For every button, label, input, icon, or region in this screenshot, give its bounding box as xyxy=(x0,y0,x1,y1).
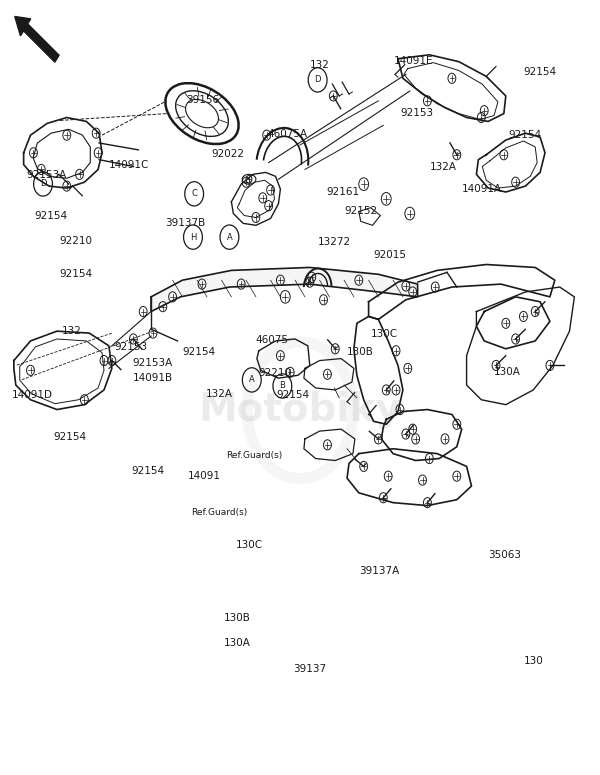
Polygon shape xyxy=(151,267,418,312)
Text: 132A: 132A xyxy=(430,162,457,172)
FancyArrow shape xyxy=(15,16,59,62)
Text: B: B xyxy=(280,381,285,391)
Text: 92152: 92152 xyxy=(344,205,378,215)
Text: 39156: 39156 xyxy=(187,95,220,105)
Text: 39137B: 39137B xyxy=(165,219,205,229)
Text: 14091D: 14091D xyxy=(12,390,53,400)
Text: 130: 130 xyxy=(523,656,543,666)
Text: 14091B: 14091B xyxy=(133,374,173,384)
Text: 92154: 92154 xyxy=(59,270,92,279)
Text: 130C: 130C xyxy=(235,539,262,549)
Text: 130B: 130B xyxy=(224,613,250,623)
Text: 92153: 92153 xyxy=(400,108,433,118)
Text: 92153A: 92153A xyxy=(26,170,67,180)
Text: 92154: 92154 xyxy=(53,432,86,442)
Text: 92022: 92022 xyxy=(212,150,245,160)
Text: 92015: 92015 xyxy=(373,250,407,260)
Text: 130C: 130C xyxy=(371,329,398,339)
Text: 92161: 92161 xyxy=(326,188,359,198)
Text: 92154: 92154 xyxy=(34,211,67,221)
Text: Motobiky: Motobiky xyxy=(199,391,401,429)
Text: 46075: 46075 xyxy=(256,336,289,346)
Text: 35063: 35063 xyxy=(488,549,521,560)
Text: 92210: 92210 xyxy=(259,368,292,378)
Text: 92153A: 92153A xyxy=(133,358,173,368)
Text: D: D xyxy=(40,180,46,188)
Text: 14091: 14091 xyxy=(188,471,221,481)
Text: 132: 132 xyxy=(62,326,82,336)
Text: H: H xyxy=(190,232,196,242)
Text: 132A: 132A xyxy=(206,388,233,398)
Text: 92154: 92154 xyxy=(182,346,215,356)
Text: 92154: 92154 xyxy=(523,67,557,78)
Text: 132: 132 xyxy=(310,60,329,70)
Text: 46075A: 46075A xyxy=(268,129,308,139)
Text: 39137A: 39137A xyxy=(359,567,399,577)
Text: A: A xyxy=(249,375,254,384)
Text: 14091E: 14091E xyxy=(394,56,434,66)
Text: 14091A: 14091A xyxy=(462,184,502,194)
Text: C: C xyxy=(191,189,197,198)
Text: 130B: 130B xyxy=(347,346,374,356)
Text: 14091C: 14091C xyxy=(109,160,149,170)
Text: 130A: 130A xyxy=(224,639,250,649)
Text: Ref.Guard(s): Ref.Guard(s) xyxy=(227,451,283,460)
Text: Ref.Guard(s): Ref.Guard(s) xyxy=(191,508,247,518)
Text: 13272: 13272 xyxy=(317,236,351,246)
Text: 92154: 92154 xyxy=(131,466,164,476)
Text: 92153: 92153 xyxy=(115,343,148,353)
Text: 92210: 92210 xyxy=(59,236,92,246)
Text: A: A xyxy=(227,232,232,242)
Text: 39137: 39137 xyxy=(293,663,326,673)
Text: 92154: 92154 xyxy=(509,130,542,140)
Text: 92154: 92154 xyxy=(277,390,310,400)
Text: D: D xyxy=(314,75,321,84)
Text: 130A: 130A xyxy=(494,367,521,377)
